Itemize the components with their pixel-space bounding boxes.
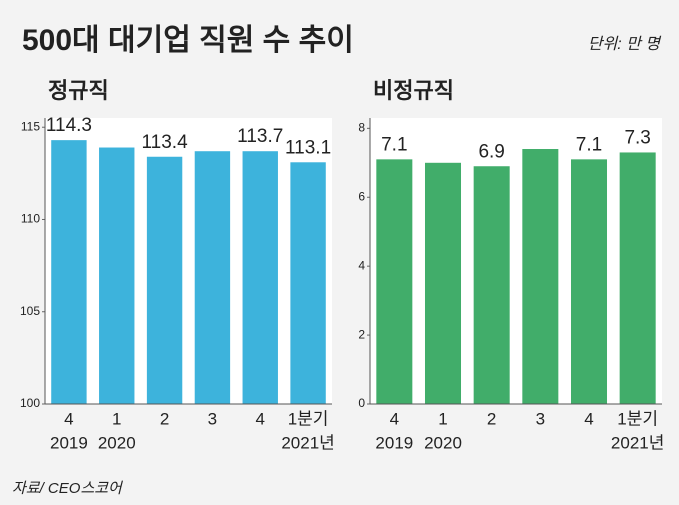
value-label: 7.3 [624,127,650,148]
value-label: 113.7 [237,126,283,147]
title: 500대 대기업 직원 수 추이 [22,24,354,57]
x-tick-year: 2020 [424,433,462,452]
x-tick-label: 1분기 [288,409,329,428]
chart-title: 정규직 [48,78,109,103]
x-tick-label: 4 [64,409,73,428]
bar [51,140,87,404]
y-tick-label: 6 [358,189,365,203]
x-tick-year: 2019 [375,433,413,452]
x-tick-label: 4 [256,409,265,428]
value-label: 114.3 [46,115,92,136]
bar [290,162,326,404]
x-tick-label: 3 [208,409,217,428]
x-tick-year: 2021년 [611,433,664,452]
y-tick-label: 0 [358,396,365,410]
bar [99,147,135,404]
x-tick-label: 4 [584,409,593,428]
bar [424,162,462,404]
value-label: 7.1 [576,134,602,155]
x-tick-label: 1분기 [617,409,658,428]
x-tick-label: 1 [438,409,447,428]
bar [619,152,656,404]
plot-area [45,118,332,404]
y-tick-label: 2 [358,327,365,341]
y-tick-label: 4 [358,258,365,272]
bar [376,159,413,404]
bar [194,151,231,404]
x-tick-label: 4 [390,409,399,428]
y-tick-label: 115 [21,119,40,133]
value-label: 7.1 [381,134,407,155]
y-tick-label: 100 [20,396,40,410]
bar [146,156,183,404]
x-tick-label: 2 [160,409,169,428]
bar [242,151,278,404]
bar [473,166,510,404]
x-tick-year: 2021년 [281,433,334,452]
unit: 단위: 만 명 [588,35,662,53]
y-tick-label: 110 [21,212,40,226]
value-label: 113.1 [285,137,331,158]
plot-area [370,118,662,404]
value-label: 113.4 [142,132,189,153]
source: 자료/ CEO스코어 [12,480,124,497]
chart-title: 비정규직 [373,78,454,103]
x-tick-label: 1 [112,409,121,428]
x-tick-year: 2020 [98,433,136,452]
bar [570,159,608,404]
bar [522,149,559,404]
y-tick-label: 105 [20,304,40,318]
x-tick-label: 2 [487,409,496,428]
y-tick-label: 8 [358,121,365,135]
x-tick-label: 3 [536,409,545,428]
x-tick-year: 2019 [50,433,88,452]
value-label: 6.9 [478,141,504,162]
